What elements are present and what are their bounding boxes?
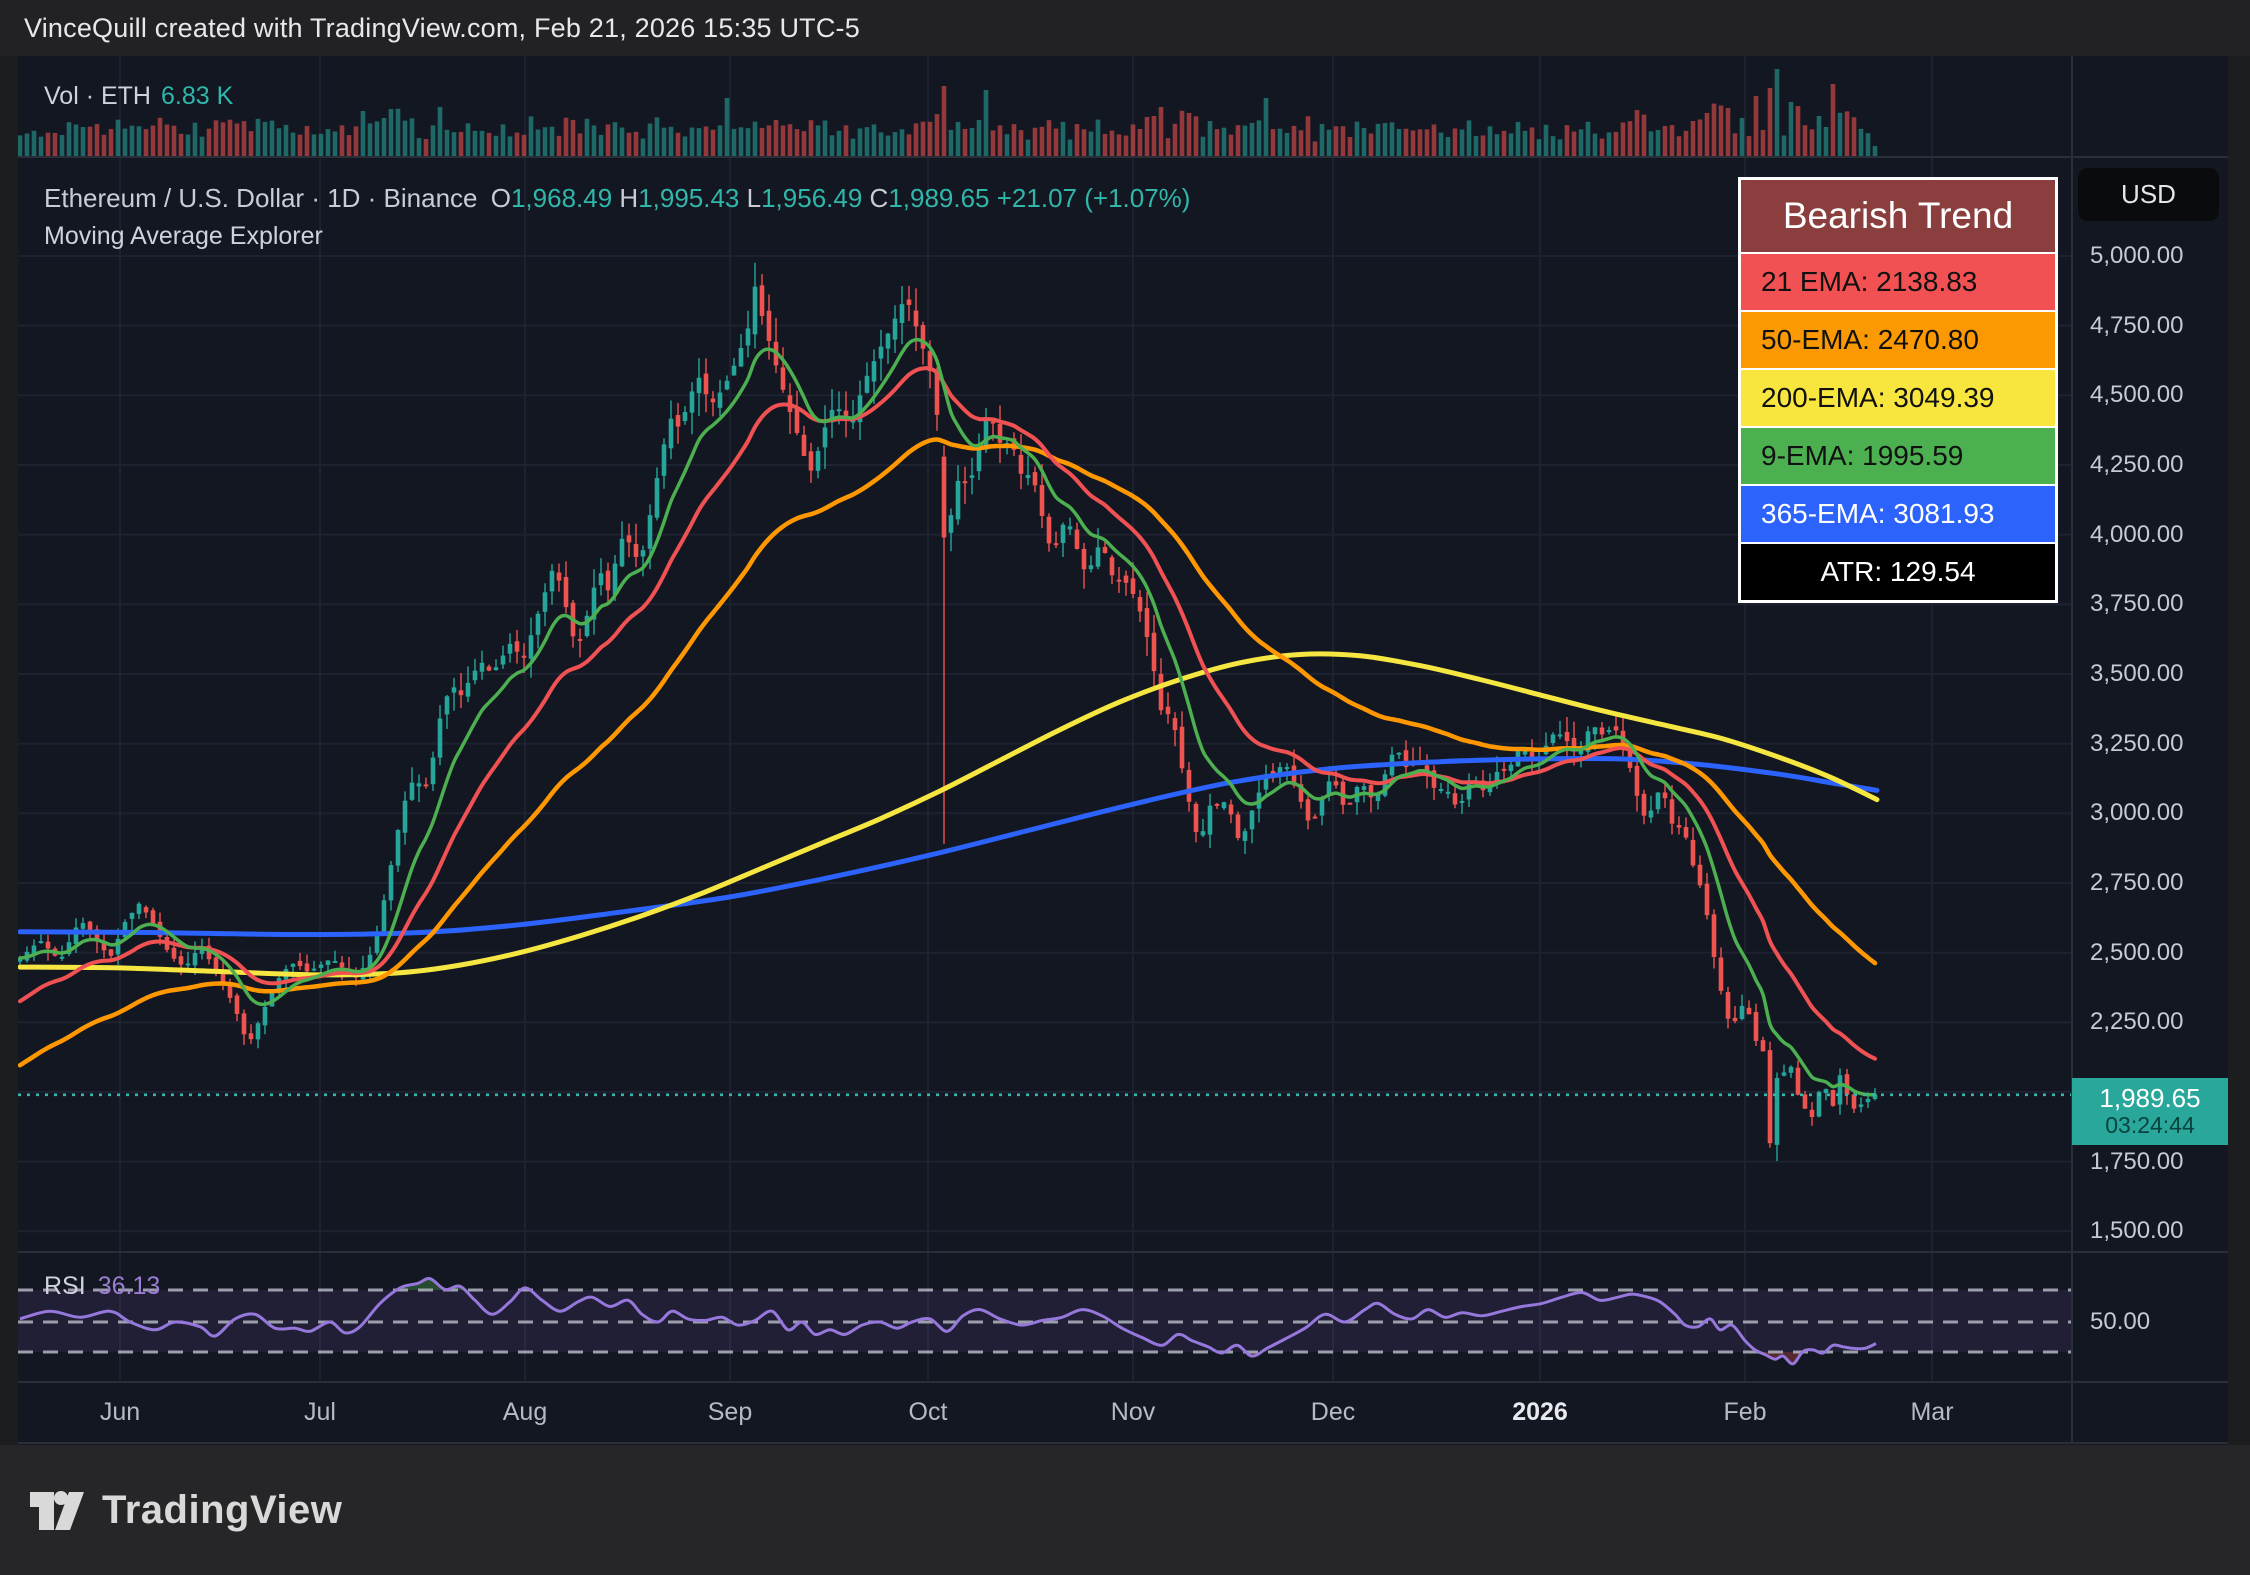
time-tick-label: Nov — [1110, 1398, 1156, 1426]
time-tick-label: Oct — [908, 1398, 948, 1426]
volume-legend-label: Vol · ETH — [44, 82, 151, 110]
time-tick-label: Mar — [1910, 1398, 1954, 1426]
ma-legend-panel: Bearish Trend 21 EMA: 2138.83 50-EMA: 247… — [1738, 177, 2058, 603]
trend-status-badge: Bearish Trend — [1741, 180, 2055, 252]
rsi-legend-label: RSI — [44, 1272, 86, 1300]
time-tick-label: Feb — [1723, 1398, 1767, 1426]
volume-legend[interactable]: Vol · ETH 6.83 K — [44, 82, 233, 111]
ma-legend-row: 9-EMA: 1995.59 — [1741, 428, 2055, 484]
indicator-label[interactable]: Moving Average Explorer — [44, 222, 323, 250]
footer-bar: TradingView — [0, 1445, 2250, 1575]
last-price-value: 1,989.65 — [2099, 1083, 2201, 1114]
attribution-bar: VinceQuill created with TradingView.com,… — [0, 0, 2250, 56]
price-tick-label: 3,500.00 — [2090, 659, 2184, 687]
ma-legend-row: ATR: 129.54 — [1741, 544, 2055, 600]
ohlc-values: O1,968.49 H1,995.43 L1,956.49 C1,989.65 — [491, 183, 997, 213]
ma-legend-row: 21 EMA: 2138.83 — [1741, 254, 2055, 310]
ohlc-key: H — [619, 183, 639, 213]
ohlc-value: 1,968.49 — [510, 183, 620, 213]
left-frame-strip — [0, 56, 18, 1445]
price-tick-label: 4,250.00 — [2090, 450, 2184, 478]
price-tick-label: 4,500.00 — [2090, 381, 2184, 409]
tradingview-logo-text: TradingView — [102, 1487, 343, 1532]
attribution-text: VinceQuill created with TradingView.com,… — [24, 12, 860, 43]
time-tick-label: Jul — [304, 1398, 336, 1426]
ohlc-key: C — [869, 183, 889, 213]
symbol-title: Ethereum / U.S. Dollar · 1D · Binance — [44, 183, 478, 213]
volume-legend-value: 6.83 K — [160, 82, 234, 110]
tradingview-logo[interactable]: TradingView — [28, 1484, 342, 1536]
rsi-axis-label: 50.00 — [2090, 1308, 2151, 1335]
ohlc-key: O — [490, 183, 511, 213]
price-tick-label: 2,750.00 — [2090, 868, 2184, 896]
price-tick-label: 1,500.00 — [2090, 1217, 2184, 1245]
time-tick-label: Sep — [707, 1398, 753, 1426]
ohlc-key: L — [746, 183, 762, 213]
price-tick-label: 4,750.00 — [2090, 311, 2184, 339]
right-frame-strip — [2228, 56, 2250, 1445]
price-tick-label: 2,250.00 — [2090, 1008, 2184, 1036]
change-value: +21.07 (+1.07%) — [996, 183, 1191, 213]
tradingview-logo-icon — [30, 1491, 84, 1530]
price-tick-label: 3,000.00 — [2090, 799, 2184, 827]
ohlc-value: 1,995.43 — [638, 183, 747, 213]
currency-toggle-button[interactable]: USD — [2078, 168, 2219, 221]
price-tick-label: 1,750.00 — [2090, 1147, 2184, 1175]
price-tick-label: 2,500.00 — [2090, 938, 2184, 966]
price-tick-label: 4,000.00 — [2090, 520, 2184, 548]
price-tick-label: 3,250.00 — [2090, 729, 2184, 757]
ma-legend-row: 365-EMA: 3081.93 — [1741, 486, 2055, 542]
ma-legend-row: 50-EMA: 2470.80 — [1741, 312, 2055, 368]
price-tick-label: 5,000.00 — [2090, 242, 2184, 269]
ohlc-value: 1,956.49 — [761, 183, 870, 213]
rsi-legend[interactable]: RSI 36.13 — [44, 1272, 160, 1301]
price-tick-label: 3,750.00 — [2090, 590, 2184, 618]
time-tick-label: 2026 — [1512, 1398, 1568, 1426]
rsi-legend-value: 36.13 — [97, 1272, 161, 1300]
time-tick-label: Dec — [1310, 1398, 1356, 1426]
ma-legend-row: 200-EMA: 3049.39 — [1741, 370, 2055, 426]
ohlc-value: 1,989.65 — [888, 183, 997, 213]
last-price-label: 1,989.65 03:24:44 — [2072, 1078, 2228, 1145]
time-tick-label: Jun — [99, 1398, 141, 1426]
time-tick-label: Aug — [502, 1398, 548, 1426]
symbol-ohlc-line[interactable]: Ethereum / U.S. Dollar · 1D · Binance O1… — [44, 183, 1190, 214]
bar-countdown: 03:24:44 — [2105, 1112, 2195, 1139]
